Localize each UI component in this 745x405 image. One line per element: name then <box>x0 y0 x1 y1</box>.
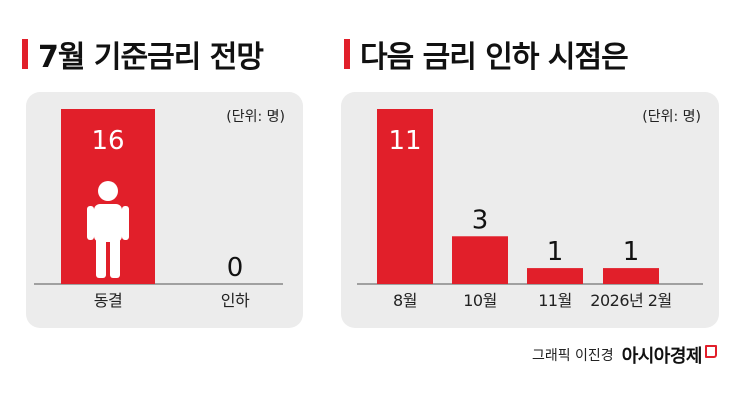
bar-1 <box>452 236 508 284</box>
category-label-0: 동결 <box>94 291 122 310</box>
category-label-2: 11월 <box>538 291 572 310</box>
person-icon <box>87 181 129 278</box>
left-chart-panel: (단위: 명) 16 동결 0 인하 <box>26 92 303 328</box>
bar-2 <box>527 268 583 284</box>
category-label-0: 8월 <box>393 291 417 310</box>
right-unit-label: (단위: 명) <box>642 109 701 125</box>
value-label-1: 3 <box>472 205 489 235</box>
bar-0 <box>377 109 433 284</box>
right-title-text: 다음 금리 인하 시점은 <box>360 40 629 75</box>
title-accent-bar <box>22 39 28 69</box>
bar-3 <box>603 268 659 284</box>
right-bar-chart: 11 8월 3 10월 1 11월 1 2026년 2월 <box>357 109 703 310</box>
value-label-2: 1 <box>547 237 564 267</box>
left-title-text: 7월 기준금리 전망 <box>38 40 264 75</box>
category-label-1: 10월 <box>463 291 497 310</box>
value-label-0: 11 <box>388 126 421 156</box>
category-label-3: 2026년 2월 <box>590 291 671 310</box>
title-accent-bar <box>344 39 350 69</box>
value-label-3: 1 <box>623 237 640 267</box>
left-unit-label: (단위: 명) <box>226 109 285 125</box>
left-chart-title: 7월 기준금리 전망 <box>22 34 264 75</box>
right-chart-title: 다음 금리 인하 시점은 <box>344 34 629 75</box>
category-label-1: 인하 <box>221 291 250 310</box>
footer-credit: 그래픽 이진경 아시아경제 <box>532 342 717 368</box>
value-label-1: 0 <box>227 253 244 283</box>
right-chart-panel: (단위: 명) 11 8월 3 10월 1 11월 1 2026년 2월 <box>341 92 719 328</box>
brand-logo-text: 아시아경제 <box>621 346 703 367</box>
graphic-credit: 그래픽 이진경 <box>531 348 614 364</box>
value-label-0: 16 <box>91 126 124 156</box>
left-bar-chart: 16 동결 0 인하 <box>34 109 283 310</box>
brand-mark-icon <box>705 344 717 358</box>
